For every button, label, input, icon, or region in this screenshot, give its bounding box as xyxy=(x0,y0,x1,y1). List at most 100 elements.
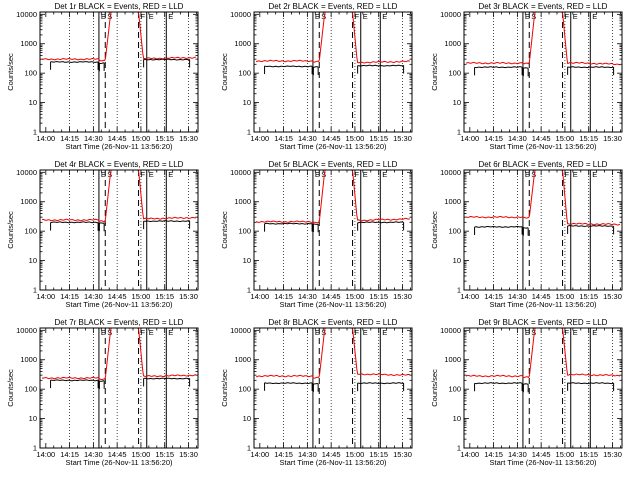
x-tick-label: 14:30 xyxy=(298,292,317,301)
y-tick-label: 10000 xyxy=(16,326,37,335)
marker-label: E xyxy=(101,328,106,337)
y-tick-label: 10 xyxy=(243,256,251,265)
x-tick-label: 14:00 xyxy=(36,450,55,459)
marker-label: E xyxy=(363,170,368,179)
y-axis-label: Counts/sec xyxy=(220,53,229,91)
x-tick-label: 15:30 xyxy=(179,134,198,143)
x-tick-label: 15:15 xyxy=(579,292,598,301)
y-tick-label: 100 xyxy=(24,69,37,78)
marker-label: E xyxy=(149,12,154,21)
marker-label: E xyxy=(382,328,387,337)
x-tick-label: 15:00 xyxy=(132,134,151,143)
y-tick-label: 1 xyxy=(457,444,461,453)
y-tick-label: 100 xyxy=(238,227,251,236)
marker-label: E xyxy=(101,12,106,21)
marker-label: F xyxy=(355,328,360,337)
marker-label: E xyxy=(382,170,387,179)
marker-label: F xyxy=(141,12,146,21)
series-line-events xyxy=(357,221,404,224)
y-tick-label: 10 xyxy=(243,414,251,423)
x-tick-label: 14:00 xyxy=(460,450,479,459)
x-tick-label: 15:15 xyxy=(369,450,388,459)
marker-label: S xyxy=(107,170,112,179)
marker-label: E xyxy=(573,170,578,179)
y-tick-label: 100 xyxy=(238,69,251,78)
series-line-events xyxy=(523,227,529,229)
y-axis-label: Counts/sec xyxy=(6,53,15,91)
marker-label: E xyxy=(525,12,530,21)
plot-frame xyxy=(39,169,199,291)
y-axis-label: Counts/sec xyxy=(430,53,439,91)
series-line-events xyxy=(474,66,523,69)
x-tick-label: 14:15 xyxy=(60,450,79,459)
marker-label: E xyxy=(573,12,578,21)
marker-label: S xyxy=(321,12,326,21)
marker-label: E xyxy=(573,328,578,337)
series-line-events xyxy=(523,67,529,69)
series-line-events xyxy=(474,225,523,228)
marker-label: F xyxy=(355,170,360,179)
plot-frame xyxy=(253,327,413,449)
series-line-events xyxy=(523,383,529,385)
marker-label: F xyxy=(565,328,570,337)
x-tick-label: 14:45 xyxy=(108,292,127,301)
y-tick-label: 10 xyxy=(29,256,37,265)
x-tick-label: 15:30 xyxy=(393,134,412,143)
y-axis-label: Counts/sec xyxy=(220,369,229,407)
y-tick-label: 1 xyxy=(247,444,251,453)
y-tick-label: 1000 xyxy=(444,197,461,206)
series-line-events xyxy=(474,382,523,385)
y-axis-label: Counts/sec xyxy=(6,369,15,407)
x-tick-label: 15:15 xyxy=(369,134,388,143)
marker-label: F xyxy=(141,328,146,337)
x-axis-label: Start Time (26-Nov-11 13:56:20) xyxy=(66,300,173,309)
panel-title: Det 5r BLACK = Events, RED = LLD xyxy=(269,160,398,169)
x-tick-label: 14:45 xyxy=(532,292,551,301)
y-tick-label: 1000 xyxy=(20,355,37,364)
y-axis-label: Counts/sec xyxy=(430,211,439,249)
panel-title: Det 6r BLACK = Events, RED = LLD xyxy=(479,160,608,169)
marker-label: S xyxy=(321,328,326,337)
y-tick-label: 1000 xyxy=(20,197,37,206)
y-tick-label: 10000 xyxy=(230,326,251,335)
y-tick-label: 100 xyxy=(448,69,461,78)
plot-frame xyxy=(253,11,413,133)
marker-label: F xyxy=(355,12,360,21)
y-tick-label: 10 xyxy=(243,98,251,107)
x-axis-label: Start Time (26-Nov-11 13:56:20) xyxy=(490,142,597,151)
x-tick-label: 14:00 xyxy=(460,134,479,143)
series-line-events xyxy=(50,221,99,224)
y-axis-label: Counts/sec xyxy=(220,211,229,249)
x-tick-label: 14:15 xyxy=(60,134,79,143)
y-tick-label: 10000 xyxy=(16,168,37,177)
x-tick-label: 15:30 xyxy=(603,292,622,301)
y-tick-label: 10 xyxy=(453,256,461,265)
x-tick-label: 14:00 xyxy=(36,134,55,143)
series-line-events xyxy=(313,66,319,68)
y-tick-label: 10 xyxy=(453,98,461,107)
y-tick-label: 10000 xyxy=(440,168,461,177)
y-tick-label: 1 xyxy=(247,286,251,295)
x-tick-label: 14:30 xyxy=(298,450,317,459)
x-tick-label: 15:00 xyxy=(132,450,151,459)
series-line-events xyxy=(143,377,190,380)
series-line-events xyxy=(357,382,404,385)
x-tick-label: 15:00 xyxy=(556,450,575,459)
plot-frame xyxy=(253,169,413,291)
x-tick-label: 14:45 xyxy=(532,134,551,143)
x-tick-label: 14:30 xyxy=(508,292,527,301)
x-tick-label: 15:30 xyxy=(603,134,622,143)
x-tick-label: 15:00 xyxy=(346,134,365,143)
marker-label: E xyxy=(315,170,320,179)
y-tick-label: 1000 xyxy=(234,197,251,206)
y-tick-label: 100 xyxy=(448,385,461,394)
x-tick-label: 14:45 xyxy=(108,450,127,459)
y-tick-label: 10000 xyxy=(440,10,461,19)
marker-label: E xyxy=(149,328,154,337)
plot-frame xyxy=(39,11,199,133)
